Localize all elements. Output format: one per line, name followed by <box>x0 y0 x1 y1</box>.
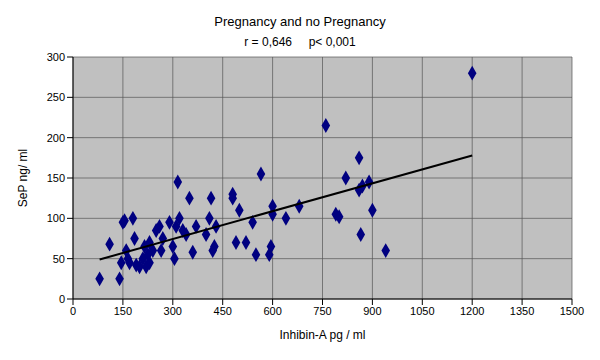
html-text:r = 0,646 p< 0,001: r = 0,646 p< 0,001 <box>244 35 356 49</box>
svg-text:150: 150 <box>47 172 65 184</box>
svg-text:50: 50 <box>53 253 65 265</box>
svg-text:200: 200 <box>47 132 65 144</box>
html-text:Pregnancy and no Pregnancy: Pregnancy and no Pregnancy <box>214 14 386 29</box>
svg-text:Inhibin-A pg / ml: Inhibin-A pg / ml <box>279 328 365 342</box>
svg-text:450: 450 <box>214 305 232 317</box>
svg-text:750: 750 <box>313 305 331 317</box>
svg-text:0: 0 <box>59 293 65 305</box>
svg-text:250: 250 <box>47 91 65 103</box>
svg-text:300: 300 <box>47 51 65 63</box>
svg-text:150: 150 <box>114 305 132 317</box>
svg-text:1350: 1350 <box>510 305 534 317</box>
svg-text:SeP ng/ ml: SeP ng/ ml <box>16 149 30 207</box>
svg-text:1200: 1200 <box>460 305 484 317</box>
svg-text:900: 900 <box>363 305 381 317</box>
svg-text:1050: 1050 <box>410 305 434 317</box>
svg-text:100: 100 <box>47 212 65 224</box>
svg-text:600: 600 <box>263 305 281 317</box>
svg-text:1500: 1500 <box>560 305 584 317</box>
svg-text:300: 300 <box>164 305 182 317</box>
svg-text:0: 0 <box>70 305 76 317</box>
